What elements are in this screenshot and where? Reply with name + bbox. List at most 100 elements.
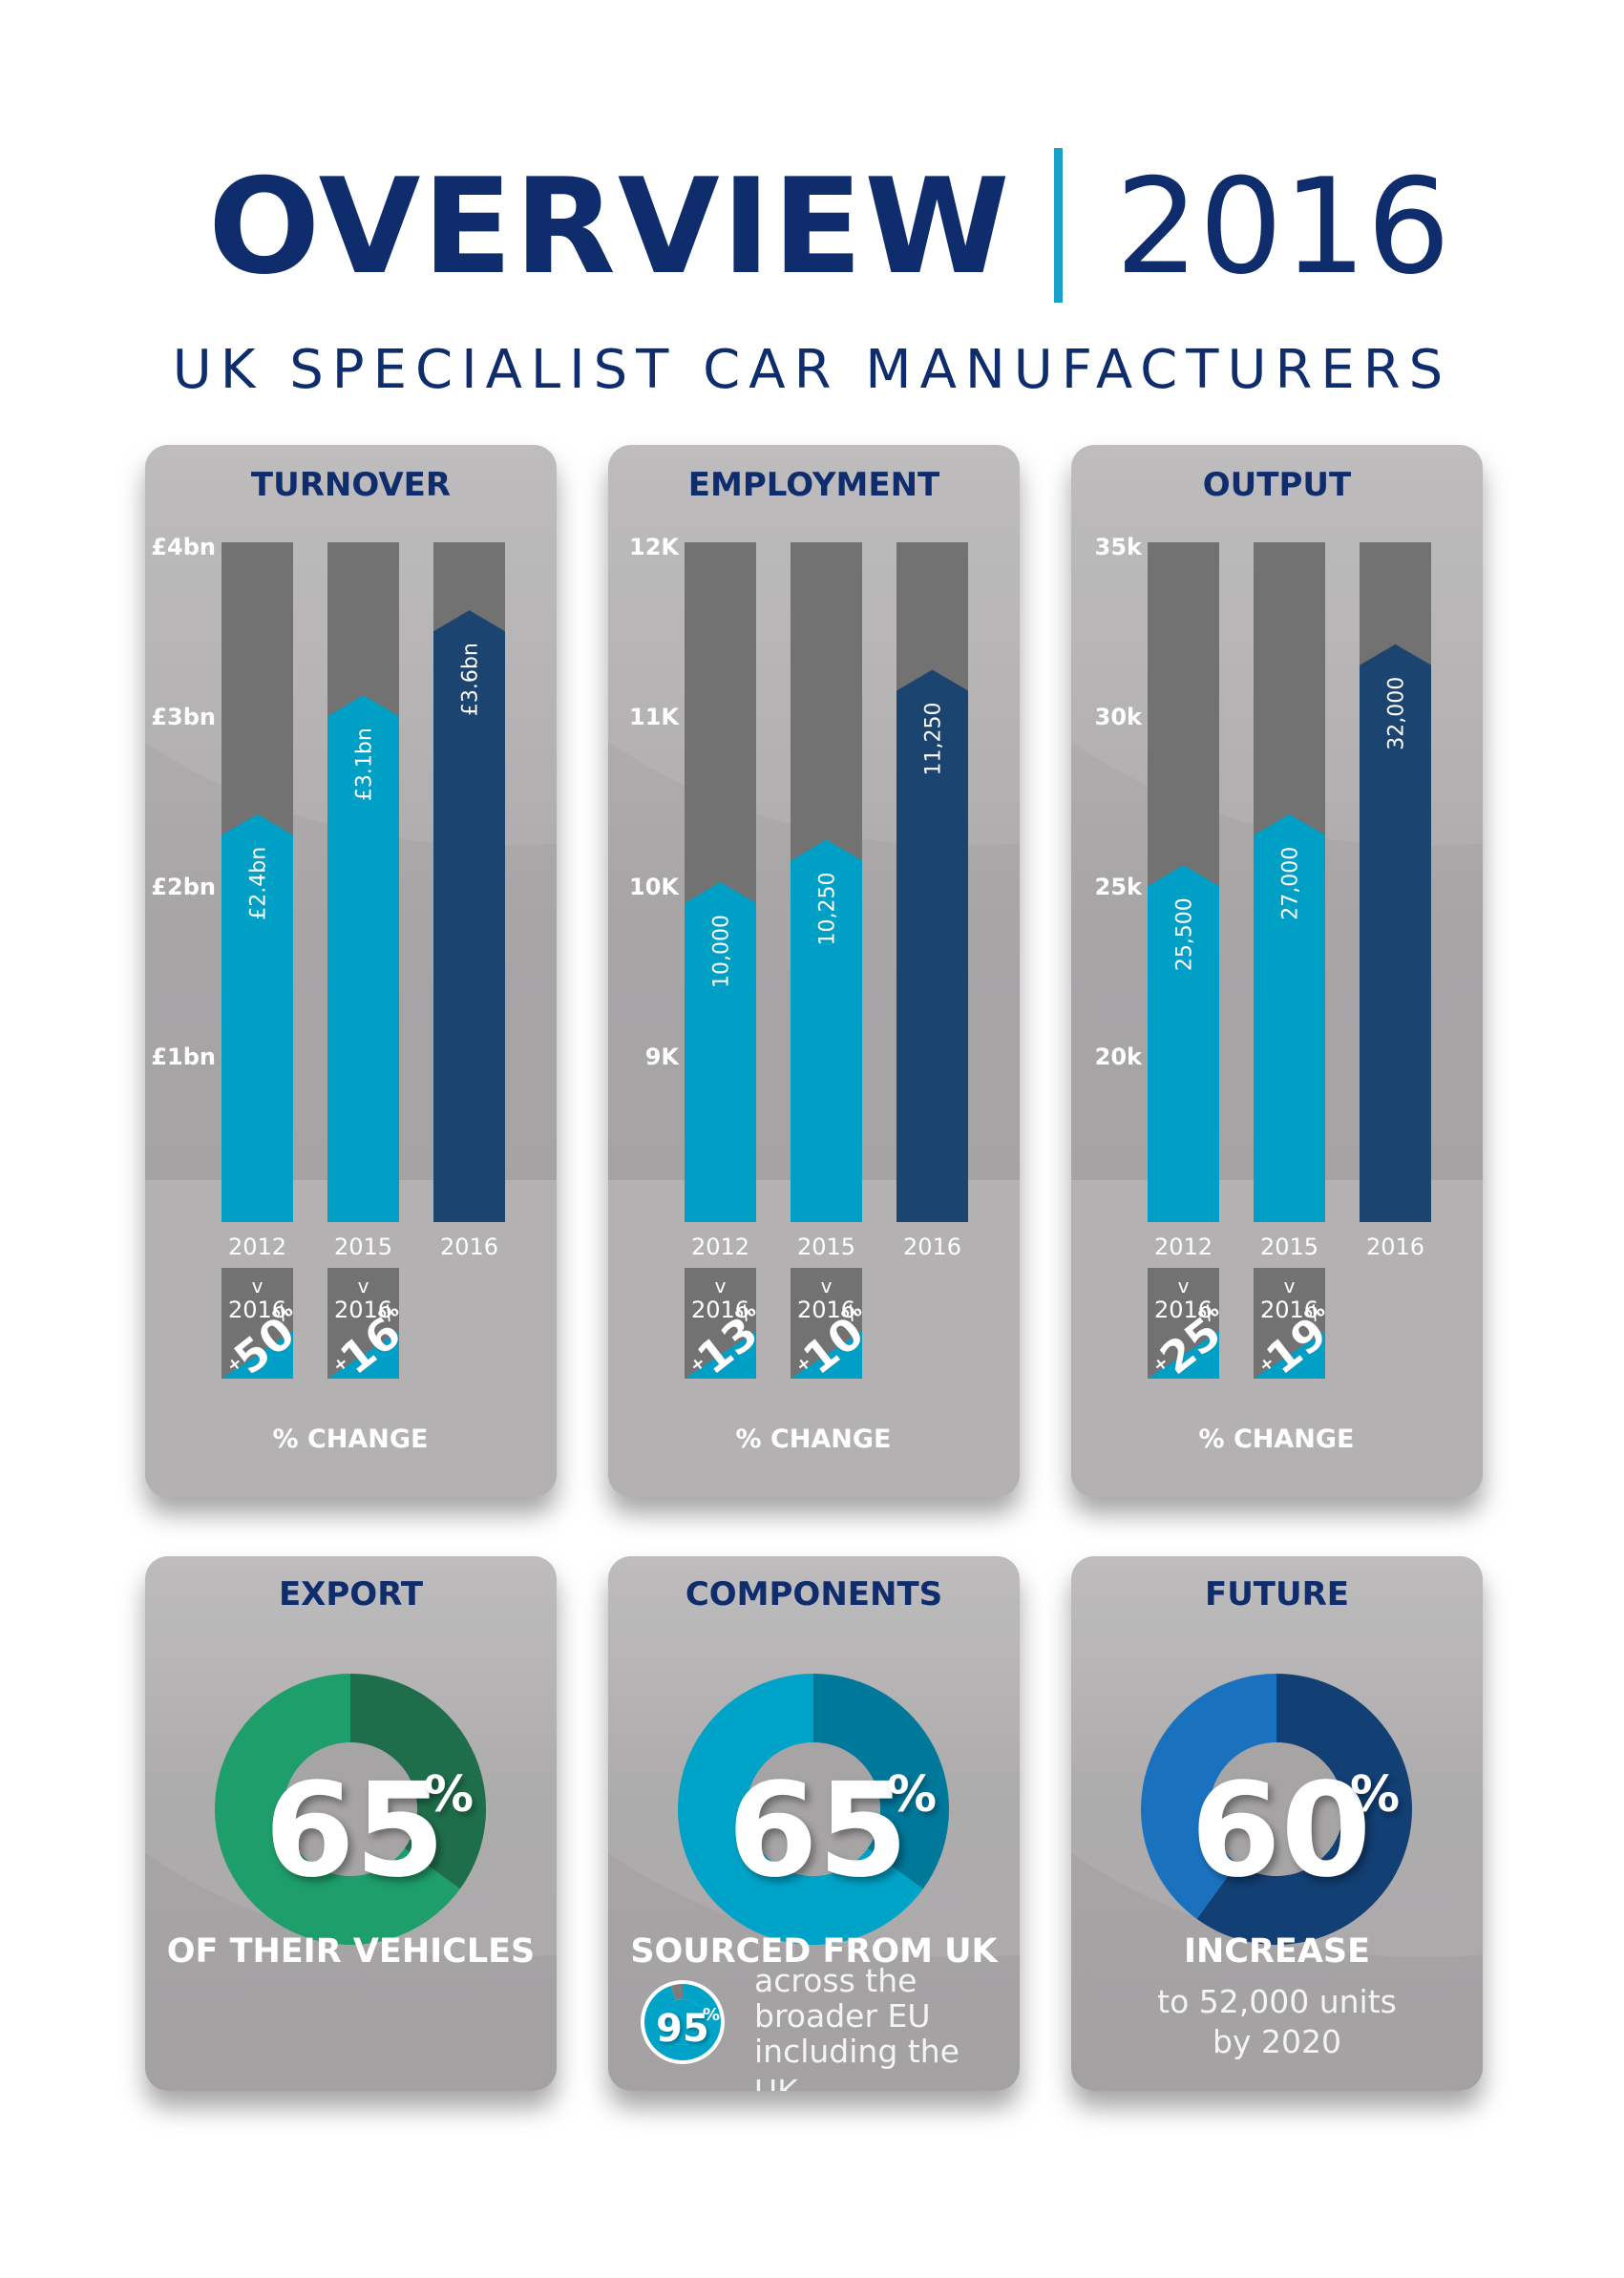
title-separator	[1054, 148, 1063, 303]
change-year: 2016	[797, 1297, 855, 1323]
y-tick-label: 20k	[1095, 1044, 1143, 1070]
change-accent	[1148, 1331, 1219, 1379]
x-tick-label: 2012	[228, 1234, 286, 1260]
export-unit: %	[424, 1766, 475, 1824]
output-chart: 20k 25k 30k 35k 25,500 27,000 32,000 2012 2015 20…	[1071, 534, 1483, 1497]
bar	[1148, 865, 1219, 1222]
bar	[433, 610, 505, 1222]
small-ring-center	[660, 1999, 706, 2045]
output-panel: 20k 25k 30k 35k 25,500 27,000 32,000 2012 2015 20…	[1071, 445, 1483, 1497]
ring-segment-rest	[813, 1674, 949, 1889]
future-panel: FUTURE 60 % INCREASE to 52,000 units by …	[1071, 1556, 1483, 2091]
bar	[896, 669, 968, 1222]
x-tick-label: 2015	[1260, 1234, 1318, 1260]
future-sub-line-2: by 2020	[1213, 2023, 1341, 2060]
x-tick-label: 2012	[1154, 1234, 1213, 1260]
components-panel: COMPONENTS 65 % SOURCED FROM UK 95 % acr…	[608, 1556, 1020, 2091]
bar-value-label: 32,000	[1385, 677, 1409, 750]
employment-title: EMPLOYMENT	[687, 466, 940, 504]
employment-chart: 9K 10K 11K 12K 10,000 10,250 11,250 2012 2015 201…	[608, 534, 1020, 1497]
components-secondary-line-1: across the	[754, 1962, 917, 1999]
bar-value-label: £3.6bn	[459, 643, 483, 716]
ring-center	[747, 1742, 880, 1876]
y-tick-label: 25k	[1095, 874, 1143, 900]
x-tick-label: 2015	[334, 1234, 392, 1260]
x-tick-label: 2016	[1366, 1234, 1424, 1260]
export-ring-chart	[214, 1674, 486, 1945]
small-ring-main	[644, 1984, 721, 2060]
y-tick-label: £2bn	[151, 874, 216, 900]
page-header: OVERVIEW 2016	[0, 148, 1624, 304]
bar	[1360, 643, 1431, 1222]
y-tick-label: 10K	[629, 874, 680, 900]
future-caption: INCREASE	[1183, 1932, 1371, 1971]
change-versus: v	[1284, 1275, 1296, 1297]
bar	[1254, 813, 1325, 1222]
change-accent	[791, 1331, 862, 1379]
bar	[791, 839, 862, 1222]
bar-value-label: £3.1bn	[353, 728, 377, 801]
future-value: 60	[1191, 1756, 1372, 1907]
y-tick-label: £4bn	[151, 534, 216, 560]
change-versus: v	[1178, 1275, 1190, 1297]
components-secondary-line-2: broader EU	[754, 1997, 931, 2035]
turnover-title: TURNOVER	[250, 466, 452, 504]
components-secondary-line-3: including the UK	[754, 2033, 960, 2091]
components-value: 65	[728, 1756, 909, 1907]
change-versus: v	[715, 1275, 727, 1297]
y-tick-label: 35k	[1095, 534, 1143, 560]
export-caption: OF THEIR VEHICLES	[166, 1932, 536, 1971]
components-ring-chart	[641, 1674, 949, 2064]
x-tick-label: 2016	[903, 1234, 961, 1260]
bar-value-label: 10,000	[710, 915, 734, 988]
bar	[221, 813, 293, 1222]
change-versus: v	[821, 1275, 833, 1297]
change-accent	[327, 1331, 399, 1379]
small-ring-rest	[670, 1984, 683, 2001]
employment-panel: 9K 10K 11K 12K 10,000 10,250 11,250 2012 2015 201…	[608, 445, 1020, 1497]
bar-value-label: 27,000	[1279, 847, 1303, 920]
export-value: 65	[264, 1756, 446, 1907]
export-panel: EXPORT 65 % OF THEIR VEHICLES	[145, 1556, 557, 2091]
y-tick-label: 11K	[629, 704, 680, 730]
turnover-chart: £1bn £2bn £3bn £4bn £2.4bn £3.1bn £3.6bn 2012 20…	[145, 534, 557, 1497]
future-sub-line-1: to 52,000 units	[1157, 1983, 1397, 2020]
output-title: OUTPUT	[1202, 466, 1352, 504]
components-unit: %	[887, 1766, 938, 1824]
y-tick-label: 12K	[629, 534, 680, 560]
ring-center	[284, 1742, 417, 1876]
bar	[685, 882, 756, 1222]
change-year: 2016	[1154, 1297, 1213, 1323]
change-year: 2016	[228, 1297, 286, 1323]
ring-segment-rest	[350, 1674, 486, 1889]
page-year: 2016	[1115, 150, 1451, 304]
page-title: OVERVIEW	[208, 150, 1012, 304]
y-tick-label: 9K	[645, 1044, 681, 1070]
change-accent	[1254, 1331, 1325, 1379]
bar	[327, 695, 399, 1222]
ring-segment-main	[1196, 1674, 1412, 1945]
bar-value-label: 10,250	[816, 873, 840, 946]
components-secondary-unit: %	[703, 2005, 721, 2025]
change-label: % CHANGE	[736, 1424, 892, 1454]
page-subtitle: UK SPECIALIST CAR MANUFACTURERS	[172, 339, 1452, 401]
x-tick-label: 2015	[797, 1234, 855, 1260]
y-tick-label: £1bn	[151, 1044, 216, 1070]
change-versus: v	[358, 1275, 369, 1297]
ring-segment-main	[677, 1674, 923, 1945]
bar-value-label: £2.4bn	[247, 847, 271, 920]
y-tick-label: £3bn	[151, 704, 216, 730]
future-unit: %	[1350, 1766, 1401, 1824]
change-year: 2016	[334, 1297, 392, 1323]
components-secondary-value: 95	[656, 2007, 709, 2051]
y-tick-label: 30k	[1095, 704, 1143, 730]
ring-center	[1210, 1742, 1343, 1876]
x-tick-label: 2016	[440, 1234, 498, 1260]
turnover-panel: £1bn £2bn £3bn £4bn £2.4bn £3.1bn £3.6bn 2012 20…	[145, 445, 557, 1497]
bar-value-label: 11,250	[922, 703, 946, 776]
ring-segment-rest	[1141, 1674, 1276, 1919]
change-label: % CHANGE	[273, 1424, 429, 1454]
change-accent	[221, 1331, 293, 1379]
change-versus: v	[252, 1275, 264, 1297]
change-year: 2016	[691, 1297, 749, 1323]
